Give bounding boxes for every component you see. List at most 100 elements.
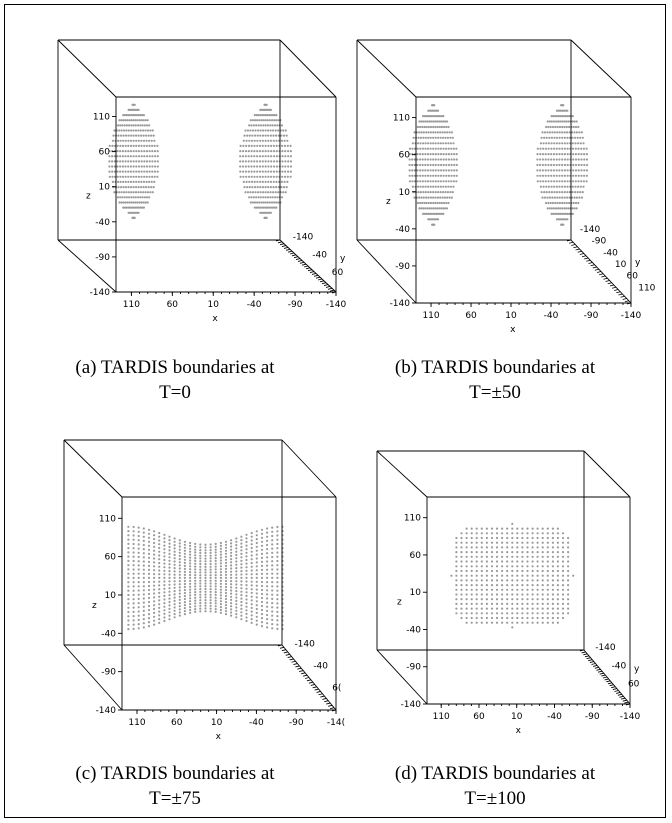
panel-b-y-minor-tick xyxy=(622,298,627,300)
panel-b-x-axis-label: x xyxy=(510,325,516,335)
panel-a-y-axis-label: y xyxy=(340,254,346,264)
panel-d-y-minor-tick xyxy=(614,690,619,692)
panel-b-y-minor-tick xyxy=(577,250,582,253)
panel-b-z-axis-label: z xyxy=(386,197,391,207)
panel-a-y-minor-tick xyxy=(287,250,293,253)
plot-3d-a: 110 60 10 -40 -90 -140 z 110 60 10 -40 -90 -140 x -140… xyxy=(57,39,346,324)
panel-d-depth-edge xyxy=(376,450,428,498)
panel-d-depth-edge xyxy=(583,450,631,498)
panel-c-depth-edge xyxy=(281,439,337,498)
panel-a-y-minor-tick xyxy=(283,246,289,249)
panel-c-y-minor-tick xyxy=(318,693,323,696)
panel-a-y-minor-tick xyxy=(309,271,315,274)
panel-b-y-minor-tick xyxy=(579,253,584,255)
panel-c-y-minor-tick xyxy=(293,663,298,666)
panel-c-x-axis-label: x xyxy=(216,732,222,742)
panel-c-y-minor-tick xyxy=(304,677,310,679)
caption-c-line2: T=±75 xyxy=(149,788,201,809)
panel-c-z-tick-label: 10 xyxy=(105,591,117,601)
panel-d-z-tick-label: -90 xyxy=(406,663,421,673)
panel-d-y-tick-label: -140 xyxy=(595,643,616,653)
panel-a-point-cloud xyxy=(108,103,293,219)
panel-b-y-minor-tick xyxy=(626,302,632,305)
panel-a-z-tick-label: 60 xyxy=(99,148,111,158)
panel-d-y-minor-tick xyxy=(609,684,614,687)
panel-c-y-minor-tick xyxy=(308,681,313,684)
panel-d-y-minor-tick xyxy=(594,666,599,669)
panel-c-y-minor-tick xyxy=(312,686,317,689)
panel-a-cube xyxy=(57,39,337,293)
panel-a-y-minor-tick xyxy=(317,278,323,281)
panel-a-z-tick-label: -140 xyxy=(90,288,111,298)
caption-d-line1: (d) TARDIS boundaries at xyxy=(394,763,596,784)
panel-c-y-minor-tick xyxy=(285,653,290,656)
panel-a-y-minor-tick xyxy=(301,263,307,266)
panel-a-blob-right xyxy=(239,103,293,219)
panel-d-y-minor-tick xyxy=(619,695,624,698)
panel-b-y-minor-tick xyxy=(596,271,602,273)
panel-b-y-axis-label: y xyxy=(635,258,641,268)
panel-c-y-minor-tick xyxy=(281,649,286,652)
panel-a-z-tick-label: -90 xyxy=(95,253,110,263)
panel-d-y-minor-tick xyxy=(579,649,585,652)
panel-d-cube xyxy=(376,450,631,705)
panel-a-y-minor-tick xyxy=(329,289,335,292)
panel-b-y-minor-tick xyxy=(620,295,625,298)
panel-b-y-minor-tick xyxy=(603,277,608,280)
panel-c-y-minor-tick xyxy=(331,709,337,712)
panel-d-z-tick-label: 10 xyxy=(410,588,422,598)
panel-d-point-cloud xyxy=(450,522,575,629)
panel-b-y-minor-tick xyxy=(569,241,574,244)
panel-a-y-minor-tick xyxy=(277,241,283,244)
panel-d-x-axis-label: x xyxy=(516,726,522,736)
panel-c-y-minor-tick xyxy=(314,688,319,691)
caption-d-line2: T=±100 xyxy=(464,788,526,809)
panel-d-y-minor-tick xyxy=(593,664,598,667)
panel-a-y-minor-tick xyxy=(289,252,295,255)
panel-a-z-axis: 110 60 10 -40 -90 -140 z xyxy=(86,113,116,298)
caption-a: (a) TARDIS boundaries at T=0 xyxy=(20,355,330,405)
panel-c-y-minor-tick xyxy=(299,670,304,672)
panel-b-depth-edge xyxy=(570,39,632,98)
panel-d-y-tick-label: -40 xyxy=(612,661,627,671)
panel-a-y-minor-tick xyxy=(327,287,333,290)
panel-d-z-tick-label: 110 xyxy=(404,514,421,524)
panel-a-y-minor-tick xyxy=(305,267,311,270)
panel-c-y-minor-tick xyxy=(277,644,283,647)
panel-c-y-minor-tick xyxy=(302,674,308,677)
panel-c-x-tick-label: -14( xyxy=(327,718,345,728)
panel-a-y-minor-tick xyxy=(293,256,299,259)
panel-c-x-tick-label: 110 xyxy=(128,718,145,728)
panel-a-y-minor-tick xyxy=(321,282,327,285)
panel-b-z-tick-label: 60 xyxy=(399,151,411,161)
panel-c-y-minor-tick xyxy=(301,672,306,675)
panel-d-y-minor-tick xyxy=(602,676,608,679)
panel-d-y-minor-tick xyxy=(586,657,591,660)
panel-d-z-tick-label: -40 xyxy=(406,625,421,635)
panel-b-x-tick-label: 60 xyxy=(465,311,477,321)
panel-d-y-minor-tick xyxy=(620,697,626,700)
panel-c-y-minor-tick xyxy=(306,679,312,682)
panel-a-depth-edge xyxy=(57,239,117,293)
panel-c-y-minor-tick xyxy=(324,700,329,703)
caption-c-line1: (c) TARDIS boundaries at xyxy=(75,763,275,784)
panel-c-z-tick-label: 110 xyxy=(99,514,116,524)
panel-b-y-tick-label: -140 xyxy=(580,225,601,235)
plot-3d-d: 110 60 10 -40 -90 -140 z 110 60 10 -40 -90 -140 x -140… xyxy=(376,450,640,736)
caption-d: (d) TARDIS boundaries at T=±100 xyxy=(340,761,650,811)
panel-c-x-tick-label: -40 xyxy=(249,718,264,728)
panel-d-y-minor-tick xyxy=(607,682,613,685)
panel-d-y-minor-tick xyxy=(625,703,631,706)
panel-c-z-tick-label: -40 xyxy=(101,629,116,639)
panel-a-depth-edge xyxy=(57,39,117,98)
panel-b-z-tick-label: -40 xyxy=(395,225,410,235)
panel-a-y-tick-label: 60 xyxy=(332,268,344,278)
panel-a-blob-left xyxy=(108,103,159,219)
panel-a-x-tick-label: 110 xyxy=(123,300,140,310)
panel-d-y-minor-tick xyxy=(624,701,629,704)
panel-b-y-minor-tick xyxy=(566,239,572,242)
caption-b-line2: T=±50 xyxy=(469,382,521,403)
panel-c-y-minor-tick xyxy=(326,702,331,705)
panel-c-y-minor-tick xyxy=(328,704,333,707)
